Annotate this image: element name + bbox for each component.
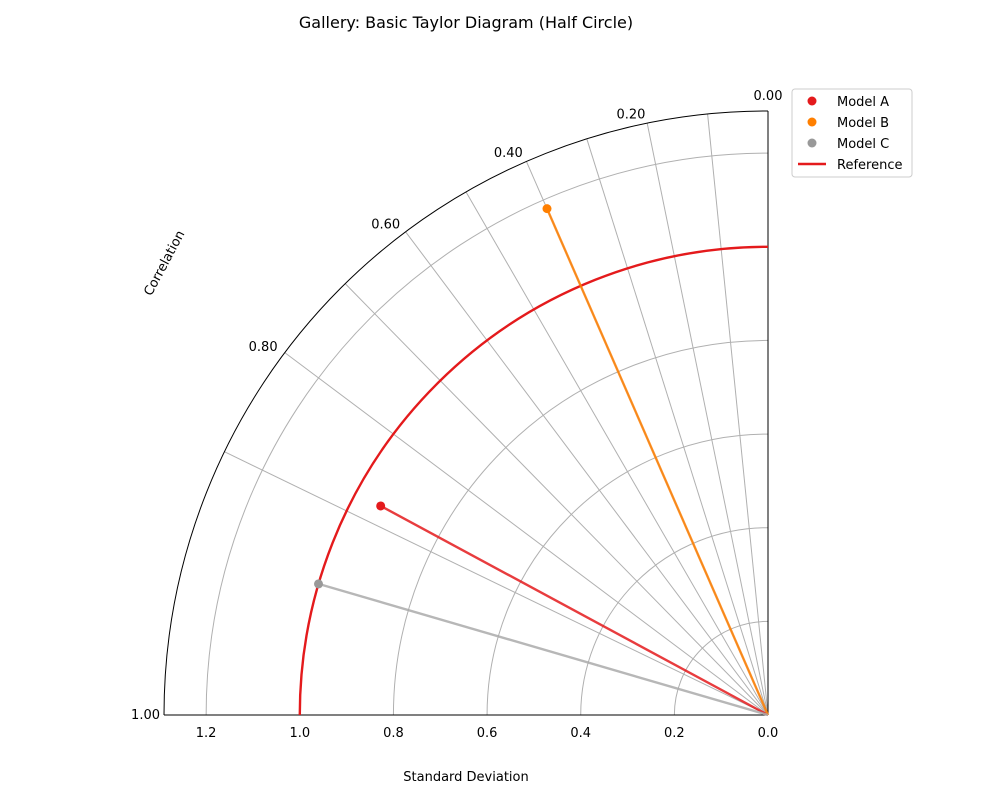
std-tick-label: 1.0 — [289, 726, 310, 741]
correlation-axis-label: Correlation — [141, 228, 188, 298]
std-tick-label: 1.2 — [196, 726, 217, 741]
std-grid-arc — [205, 152, 769, 716]
legend-items: Model A Model B Model C Reference — [798, 95, 902, 173]
correlation-tick-label: 0.20 — [616, 107, 645, 122]
std-grid-arc — [392, 339, 769, 716]
correlation-grid-ray — [707, 113, 769, 716]
legend-label: Model C — [837, 137, 889, 152]
series-line-model-a — [380, 504, 769, 717]
std-grid-arc — [299, 246, 769, 716]
series-line-model-b — [545, 208, 770, 716]
legend-marker-model-c — [807, 138, 817, 148]
data-point-model-b — [542, 204, 552, 214]
correlation-tick-label: 0.80 — [249, 340, 278, 355]
std-tick-label: 0.2 — [664, 726, 685, 741]
correlation-grid-ray — [344, 283, 769, 716]
legend-label: Model A — [837, 95, 889, 110]
correlation-grid-ray — [284, 352, 769, 716]
tick-label-layer: 0.0 0.2 0.4 0.6 0.8 1.0 1.2 0.00 0.20 0.40 0.60 0.8… — [131, 89, 782, 741]
outer-arc — [163, 110, 769, 716]
std-grid-arc — [486, 433, 769, 716]
reference-arc — [298, 245, 769, 716]
correlation-tick-label: 0.60 — [371, 218, 400, 233]
diagram-frame — [163, 110, 769, 716]
legend-marker-model-a — [807, 96, 817, 106]
std-tick-label: 0.0 — [758, 726, 779, 741]
legend-frame — [791, 88, 913, 178]
legend-label: Model B — [837, 116, 889, 131]
correlation-tick-label: 0.40 — [494, 146, 523, 161]
correlation-tick-label: 1.00 — [131, 708, 160, 723]
correlation-grid-ray — [646, 123, 769, 716]
series-layer — [314, 204, 770, 717]
data-point-model-c — [314, 579, 324, 589]
grid-layer — [205, 113, 769, 716]
correlation-grid-ray — [586, 138, 769, 716]
reference-arc-layer — [298, 245, 769, 716]
std-tick-label: 0.4 — [570, 726, 591, 741]
x-axis-label: Standard Deviation — [403, 770, 528, 785]
std-tick-label: 0.6 — [477, 726, 498, 741]
std-grid-arc — [580, 527, 769, 716]
correlation-grid-ray — [465, 191, 769, 716]
correlation-grid-ray — [405, 231, 769, 716]
data-point-model-a — [376, 501, 386, 511]
series-line-model-c — [318, 582, 769, 717]
legend: Model A Model B Model C Reference — [791, 88, 913, 178]
correlation-grid-ray — [224, 451, 769, 716]
correlation-tick-label: 0.00 — [754, 89, 783, 104]
legend-marker-model-b — [807, 117, 817, 127]
chart-title: Gallery: Basic Taylor Diagram (Half Circ… — [299, 13, 633, 32]
legend-label: Reference — [837, 158, 902, 173]
std-tick-label: 0.8 — [383, 726, 404, 741]
